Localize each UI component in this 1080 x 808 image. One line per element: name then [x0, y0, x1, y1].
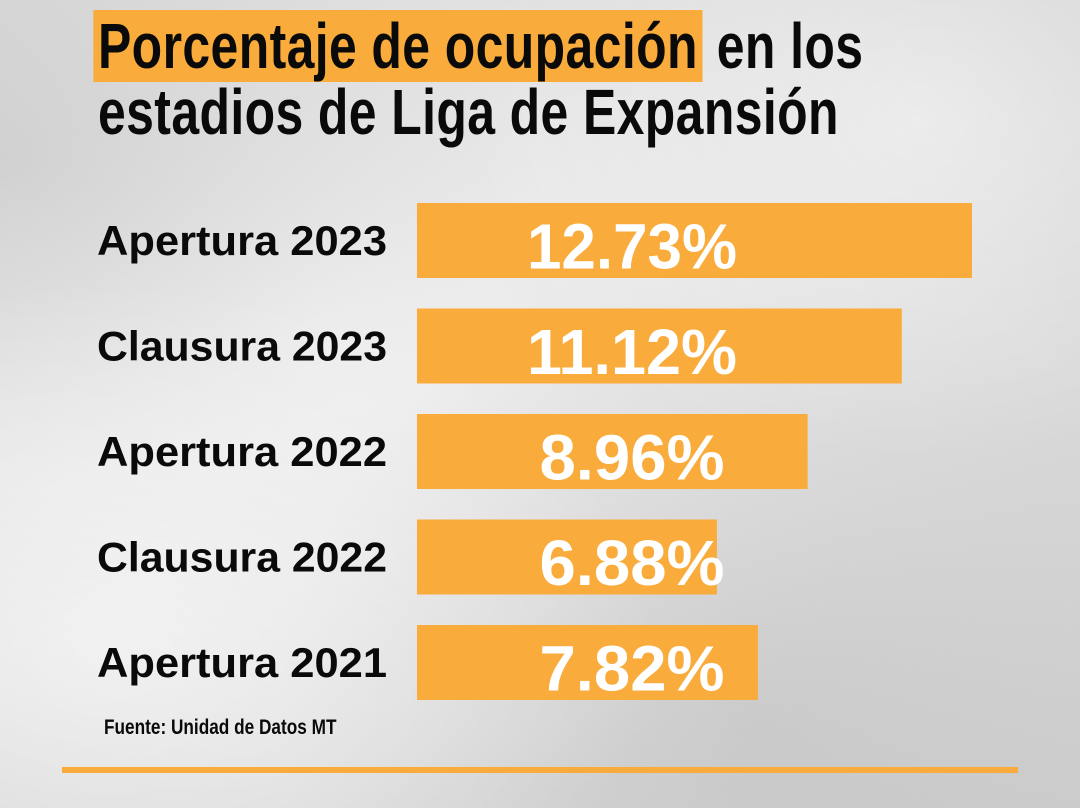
- bar-4: [417, 625, 758, 700]
- category-label-0: Apertura 2023: [97, 217, 387, 264]
- value-label-2: 8.96%: [540, 422, 725, 494]
- source-note: Fuente: Unidad de Datos MT: [104, 716, 337, 739]
- bar-3: [417, 519, 717, 595]
- category-label-4: Apertura 2021: [97, 639, 387, 686]
- bar-2: [417, 414, 808, 489]
- title-line-1-rest: en los: [702, 10, 864, 82]
- title-line-1: Porcentaje de ocupación en los: [93, 10, 863, 82]
- title-highlight: Porcentaje de ocupación: [93, 10, 703, 82]
- title-line-2: estadios de Liga de Expansión: [98, 76, 839, 148]
- category-label-1: Clausura 2023: [97, 323, 387, 370]
- value-label-3: 6.88%: [540, 527, 725, 599]
- value-label-1: 11.12%: [527, 316, 737, 388]
- value-label-0: 12.73%: [527, 211, 737, 283]
- chart-title: Porcentaje de ocupación en los estadios …: [93, 10, 863, 148]
- bar-0: [417, 203, 972, 278]
- value-label-4: 7.82%: [540, 633, 725, 705]
- category-label-3: Clausura 2022: [97, 534, 387, 581]
- category-label-2: Apertura 2022: [97, 428, 387, 475]
- bottom-rule: [62, 767, 1018, 773]
- bar-1: [417, 308, 902, 384]
